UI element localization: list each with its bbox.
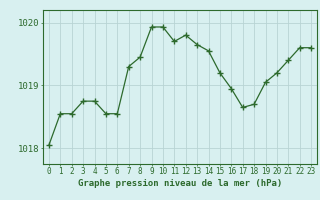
- X-axis label: Graphe pression niveau de la mer (hPa): Graphe pression niveau de la mer (hPa): [78, 179, 282, 188]
